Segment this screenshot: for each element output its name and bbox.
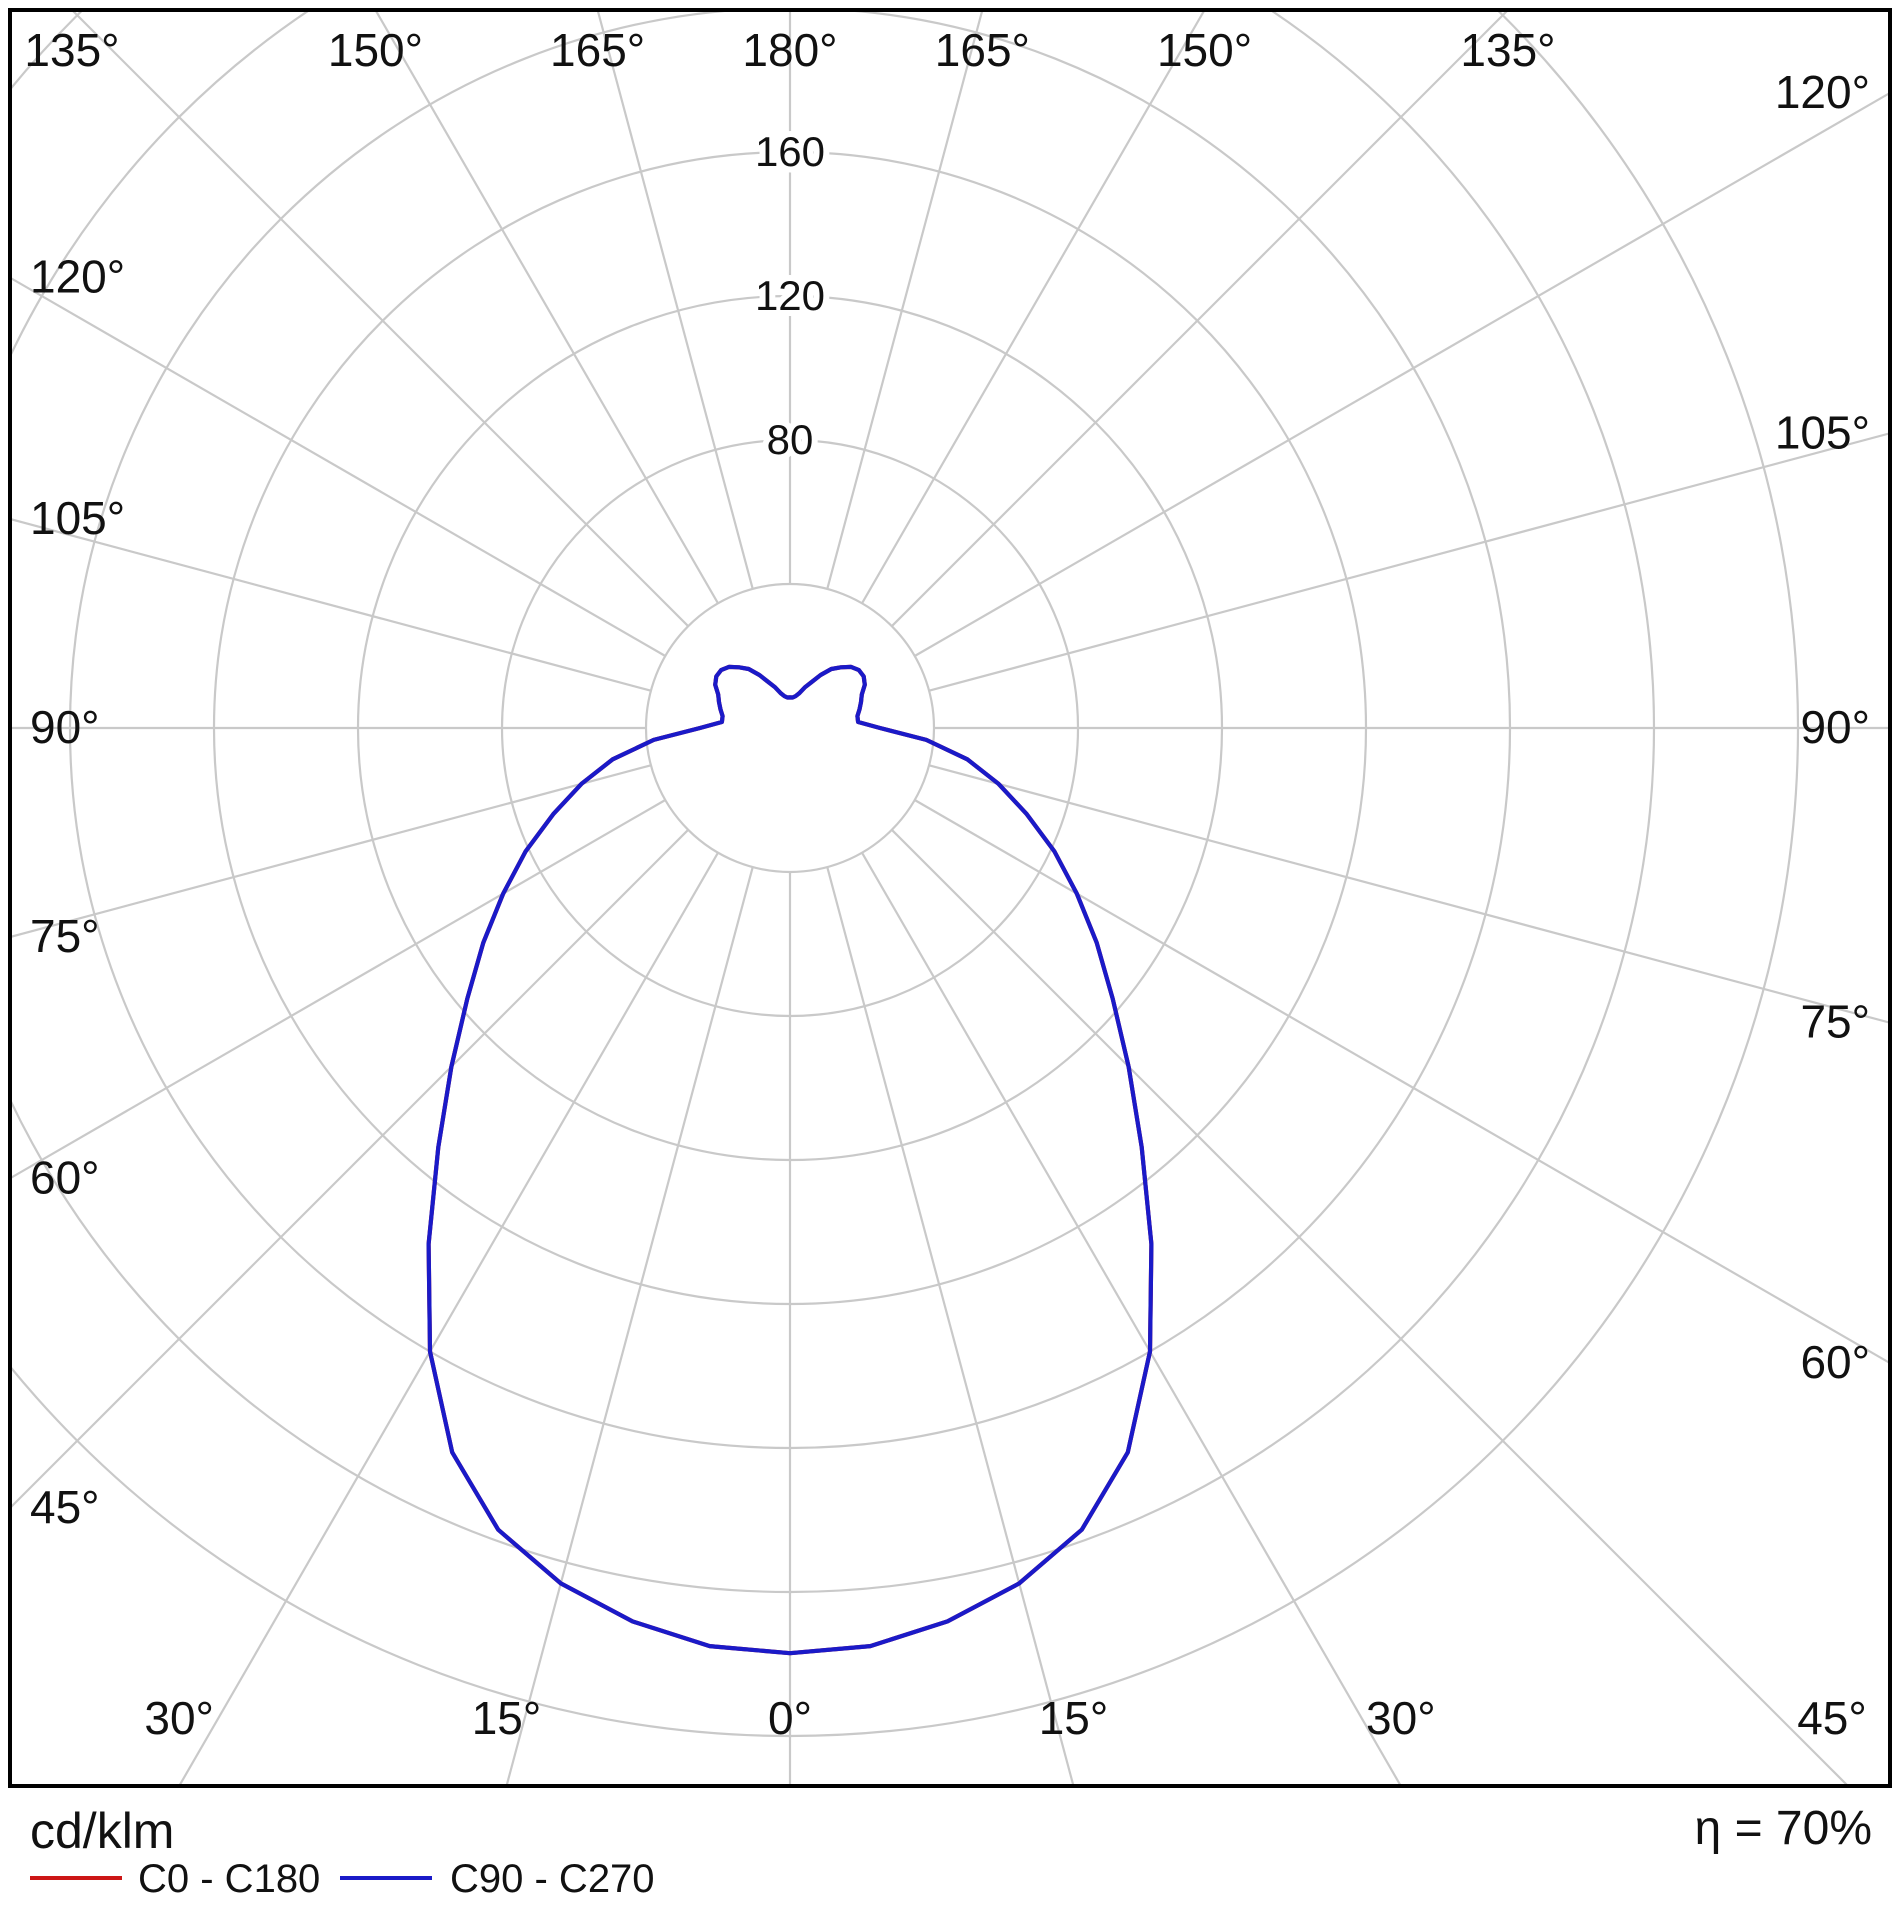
angle-label-105: 105° bbox=[1775, 406, 1870, 458]
angle-label-120: 120° bbox=[30, 251, 125, 303]
angle-label-60: 60° bbox=[30, 1151, 100, 1203]
angle-label-150: 150° bbox=[1157, 24, 1252, 76]
grid-ray bbox=[914, 91, 1890, 657]
ring-value-label-160: 160 bbox=[755, 128, 825, 175]
efficiency-label: η = 70% bbox=[1695, 1802, 1872, 1855]
angle-label-180: 180° bbox=[742, 24, 837, 76]
chart-legend: C0 - C180 C90 - C270 bbox=[30, 1857, 655, 1901]
angle-label-105: 105° bbox=[30, 492, 125, 544]
angle-label-0: 0° bbox=[768, 1692, 812, 1744]
grid-ray bbox=[10, 764, 652, 939]
angle-label-135: 135° bbox=[1460, 24, 1555, 76]
angle-label-15: 15° bbox=[472, 1692, 542, 1744]
grid-ray bbox=[891, 10, 1509, 627]
grid-ray bbox=[374, 10, 719, 604]
ring-value-label-120: 120 bbox=[755, 272, 825, 319]
polar-grid bbox=[10, 10, 1890, 1786]
unit-label: cd/klm bbox=[30, 1803, 174, 1859]
grid-ray bbox=[505, 866, 754, 1786]
ring-value-label-80: 80 bbox=[767, 416, 814, 463]
angle-label-60: 60° bbox=[1800, 1336, 1870, 1388]
grid-ray bbox=[10, 517, 652, 692]
angle-label-120: 120° bbox=[1775, 66, 1870, 118]
grid-ring bbox=[10, 10, 1655, 1593]
grid-ray bbox=[891, 829, 1849, 1786]
angle-label-150: 150° bbox=[328, 24, 423, 76]
grid-ray bbox=[861, 10, 1206, 604]
angle-label-165: 165° bbox=[935, 24, 1030, 76]
angle-label-45: 45° bbox=[1797, 1692, 1867, 1744]
angle-label-165: 165° bbox=[550, 24, 645, 76]
grid-ray bbox=[10, 799, 666, 1180]
legend-label-c90-c270: C90 - C270 bbox=[450, 1857, 655, 1900]
angle-label-75: 75° bbox=[30, 910, 100, 962]
angle-label-15: 15° bbox=[1039, 1692, 1109, 1744]
angle-label-30: 30° bbox=[144, 1692, 214, 1744]
angle-label-30: 30° bbox=[1366, 1692, 1436, 1744]
grid-ray bbox=[914, 799, 1890, 1365]
angle-label-135: 135° bbox=[24, 24, 119, 76]
curve-c90-c270 bbox=[426, 664, 1154, 1656]
grid-ray bbox=[826, 10, 984, 590]
grid-ring bbox=[644, 582, 936, 874]
grid-ray bbox=[10, 276, 666, 657]
grid-ray bbox=[826, 866, 1075, 1786]
legend-label-c0-c180: C0 - C180 bbox=[138, 1857, 320, 1900]
angle-label-75: 75° bbox=[1800, 996, 1870, 1048]
grid-ray bbox=[10, 829, 689, 1509]
grid-ray bbox=[861, 852, 1402, 1786]
grid-ray bbox=[178, 852, 719, 1786]
grid-ray bbox=[596, 10, 754, 590]
grid-ray bbox=[928, 764, 1890, 1024]
angle-label-90: 90° bbox=[30, 701, 100, 753]
angle-label-45: 45° bbox=[30, 1481, 100, 1533]
angle-label-90: 90° bbox=[1800, 701, 1870, 753]
plot-border bbox=[8, 8, 1892, 1788]
grid-ray bbox=[71, 10, 689, 627]
polar-plot-area: 0° 15° 15° 30° 30° 45° 45° 60° 60° 75° 75° 90° 90° 10… bbox=[8, 8, 1892, 1788]
grid-ray bbox=[928, 432, 1890, 692]
